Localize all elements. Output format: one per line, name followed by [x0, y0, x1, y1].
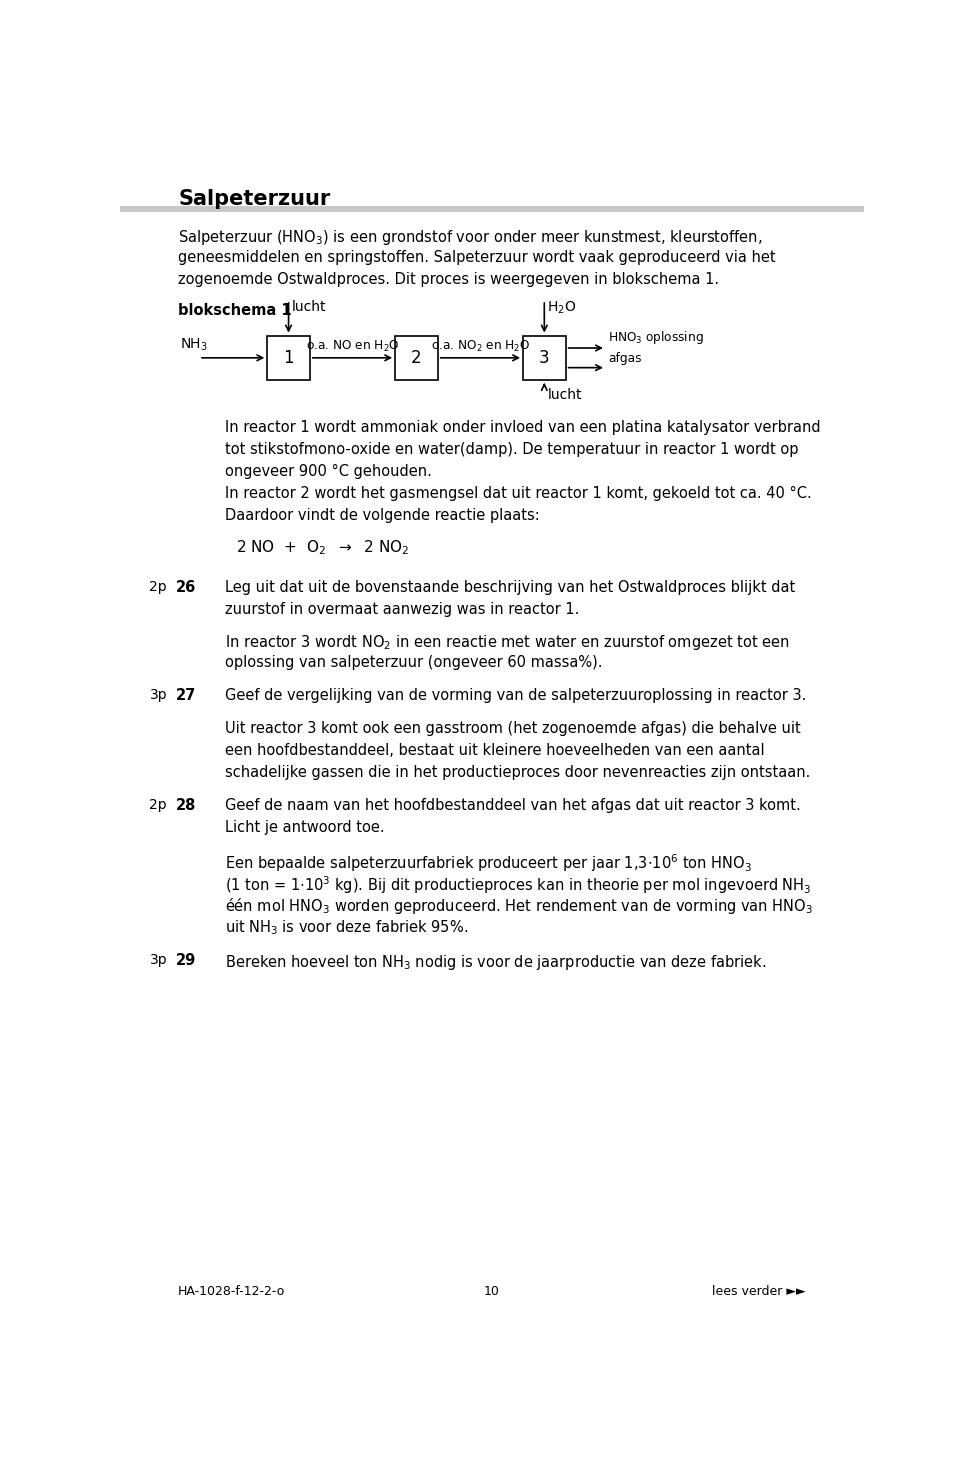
Text: oplossing van salpeterzuur (ongeveer 60 massa%).: oplossing van salpeterzuur (ongeveer 60 …: [225, 654, 602, 671]
Text: lucht: lucht: [292, 301, 326, 314]
Bar: [396, 336, 438, 380]
Text: 1: 1: [283, 349, 294, 367]
Text: blokschema 1: blokschema 1: [179, 304, 292, 318]
Text: één mol HNO$_3$ worden geproduceerd. Het rendement van de vorming van HNO$_3$: één mol HNO$_3$ worden geproduceerd. Het…: [225, 896, 813, 917]
Text: tot stikstofmono-oxide en water(damp). De temperatuur in reactor 1 wordt op: tot stikstofmono-oxide en water(damp). D…: [225, 442, 798, 457]
Text: HA-1028-f-12-2-o: HA-1028-f-12-2-o: [179, 1285, 285, 1299]
Text: een hoofdbestanddeel, bestaat uit kleinere hoeveelheden van een aantal: een hoofdbestanddeel, bestaat uit kleine…: [225, 743, 764, 758]
Text: o.a. NO$_2$ en H$_2$O: o.a. NO$_2$ en H$_2$O: [431, 339, 530, 354]
Text: 28: 28: [176, 797, 196, 812]
Text: 26: 26: [176, 581, 196, 595]
Text: zuurstof in overmaat aanwezig was in reactor 1.: zuurstof in overmaat aanwezig was in rea…: [225, 603, 579, 618]
Text: zogenoemde Ostwaldproces. Dit proces is weergegeven in blokschema 1.: zogenoemde Ostwaldproces. Dit proces is …: [179, 273, 719, 287]
Text: (1 ton = 1$\cdot$10$^3$ kg). Bij dit productieproces kan in theorie per mol inge: (1 ton = 1$\cdot$10$^3$ kg). Bij dit pro…: [225, 874, 811, 896]
Text: lees verder ►►: lees verder ►►: [712, 1285, 805, 1299]
Text: Geef de naam van het hoofdbestanddeel van het afgas dat uit reactor 3 komt.: Geef de naam van het hoofdbestanddeel va…: [225, 797, 801, 812]
Text: Geef de vergelijking van de vorming van de salpeterzuuroplossing in reactor 3.: Geef de vergelijking van de vorming van …: [225, 688, 806, 703]
Text: 2p: 2p: [150, 581, 167, 594]
Bar: [120, 206, 864, 212]
Text: 2: 2: [411, 349, 421, 367]
Text: Uit reactor 3 komt ook een gasstroom (het zogenoemde afgas) die behalve uit: Uit reactor 3 komt ook een gasstroom (he…: [225, 721, 801, 736]
Text: lucht: lucht: [547, 388, 582, 402]
Text: 10: 10: [484, 1285, 500, 1299]
Text: Een bepaalde salpeterzuurfabriek produceert per jaar 1,3$\cdot$10$^6$ ton HNO$_3: Een bepaalde salpeterzuurfabriek produce…: [225, 852, 752, 874]
Text: 3p: 3p: [150, 688, 167, 702]
Text: Licht je antwoord toe.: Licht je antwoord toe.: [225, 820, 384, 834]
Text: 27: 27: [176, 688, 196, 703]
Bar: [523, 336, 565, 380]
Text: 3p: 3p: [150, 954, 167, 967]
Bar: [267, 336, 310, 380]
Text: schadelijke gassen die in het productieproces door nevenreacties zijn ontstaan.: schadelijke gassen die in het productiep…: [225, 765, 810, 780]
Text: ongeveer 900 °C gehouden.: ongeveer 900 °C gehouden.: [225, 464, 431, 479]
Text: NH$_3$: NH$_3$: [180, 338, 207, 354]
Text: o.a. NO en H$_2$O: o.a. NO en H$_2$O: [305, 339, 399, 354]
Text: Leg uit dat uit de bovenstaande beschrijving van het Ostwaldproces blijkt dat: Leg uit dat uit de bovenstaande beschrij…: [225, 581, 795, 595]
Text: In reactor 1 wordt ammoniak onder invloed van een platina katalysator verbrand: In reactor 1 wordt ammoniak onder invloe…: [225, 420, 820, 435]
Text: Salpeterzuur: Salpeterzuur: [179, 189, 330, 209]
Text: geneesmiddelen en springstoffen. Salpeterzuur wordt vaak geproduceerd via het: geneesmiddelen en springstoffen. Salpete…: [179, 251, 776, 265]
Text: HNO$_3$ oplossing: HNO$_3$ oplossing: [609, 329, 704, 346]
Text: 3: 3: [539, 349, 550, 367]
Text: uit NH$_3$ is voor deze fabriek 95%.: uit NH$_3$ is voor deze fabriek 95%.: [225, 918, 468, 937]
Text: 2p: 2p: [150, 797, 167, 812]
Text: Salpeterzuur (HNO$_3$) is een grondstof voor onder meer kunstmest, kleurstoffen,: Salpeterzuur (HNO$_3$) is een grondstof …: [179, 228, 762, 248]
Text: In reactor 2 wordt het gasmengsel dat uit reactor 1 komt, gekoeld tot ca. 40 °C.: In reactor 2 wordt het gasmengsel dat ui…: [225, 486, 811, 501]
Text: H$_2$O: H$_2$O: [547, 301, 577, 317]
Text: Bereken hoeveel ton NH$_3$ nodig is voor de jaarproductie van deze fabriek.: Bereken hoeveel ton NH$_3$ nodig is voor…: [225, 954, 766, 973]
Text: In reactor 3 wordt NO$_2$ in een reactie met water en zuurstof omgezet tot een: In reactor 3 wordt NO$_2$ in een reactie…: [225, 632, 789, 652]
Text: afgas: afgas: [609, 352, 641, 366]
Text: Daardoor vindt de volgende reactie plaats:: Daardoor vindt de volgende reactie plaat…: [225, 509, 540, 523]
Text: 2 NO  +  O$_2$  $\rightarrow$  2 NO$_2$: 2 NO + O$_2$ $\rightarrow$ 2 NO$_2$: [236, 538, 410, 557]
Text: 29: 29: [176, 954, 196, 968]
